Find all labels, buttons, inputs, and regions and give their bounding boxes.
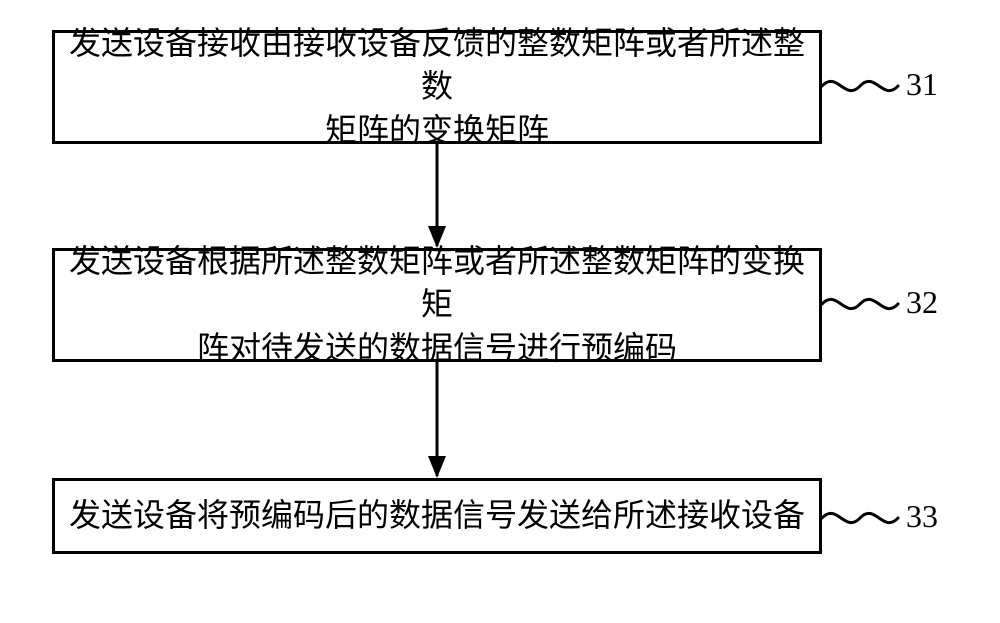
flow-node-3: 发送设备将预编码后的数据信号发送给所述接收设备 [52, 478, 822, 554]
flowchart-canvas: 发送设备接收由接收设备反馈的整数矩阵或者所述整数 矩阵的变换矩阵 31 发送设备… [0, 0, 1000, 623]
flow-node-2-label: 32 [906, 284, 938, 321]
flow-node-1-label: 31 [906, 66, 938, 103]
flow-node-1: 发送设备接收由接收设备反馈的整数矩阵或者所述整数 矩阵的变换矩阵 [52, 30, 822, 144]
flow-node-2: 发送设备根据所述整数矩阵或者所述整数矩阵的变换矩 阵对待发送的数据信号进行预编码 [52, 248, 822, 362]
flow-node-1-text: 发送设备接收由接收设备反馈的整数矩阵或者所述整数 矩阵的变换矩阵 [55, 22, 819, 152]
flow-node-3-label: 33 [906, 498, 938, 535]
flow-node-2-text: 发送设备根据所述整数矩阵或者所述整数矩阵的变换矩 阵对待发送的数据信号进行预编码 [55, 240, 819, 370]
flow-node-3-text: 发送设备将预编码后的数据信号发送给所述接收设备 [69, 494, 805, 537]
